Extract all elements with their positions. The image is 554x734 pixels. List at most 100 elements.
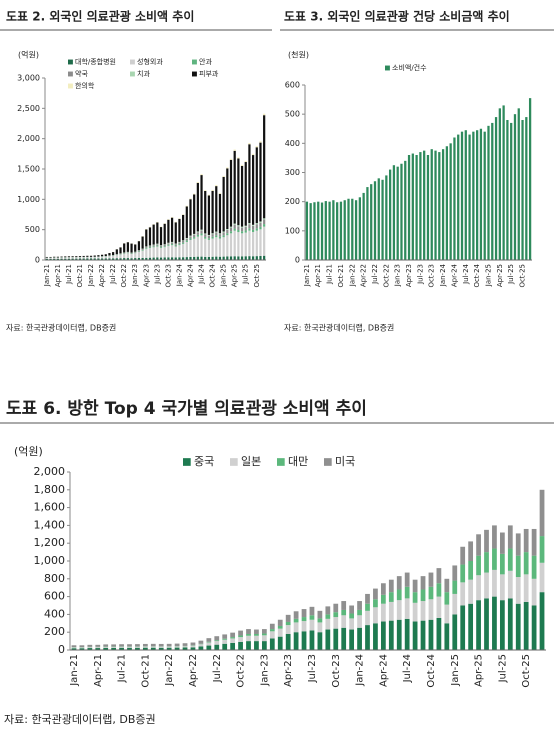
bar: [229, 233, 233, 257]
y-tick-label: 200: [285, 197, 300, 206]
y-tick-label: 1,000: [34, 554, 66, 567]
bar: [198, 644, 204, 647]
bar: [309, 615, 315, 620]
bar: [244, 256, 247, 260]
bar: [285, 625, 291, 634]
bar: [285, 621, 291, 626]
bar: [108, 256, 111, 259]
y-unit: (억원): [18, 50, 39, 60]
x-tick-label: Apr-23: [283, 654, 294, 687]
bar: [317, 622, 323, 633]
bar: [362, 192, 365, 260]
bar: [93, 255, 96, 257]
bar: [373, 181, 377, 260]
bar: [167, 244, 170, 246]
bar: [170, 244, 174, 246]
bar: [332, 200, 335, 260]
bar: [309, 203, 312, 260]
bar: [104, 258, 107, 260]
bar: [152, 245, 155, 247]
bar: [152, 246, 155, 248]
bar: [60, 256, 63, 258]
bar: [229, 231, 233, 234]
bar: [218, 193, 222, 234]
y-tick-label: 600: [285, 81, 300, 90]
bar: [229, 227, 233, 232]
bar: [215, 231, 218, 233]
bar: [145, 247, 148, 249]
bar: [388, 579, 394, 593]
bar: [259, 226, 262, 230]
bar: [252, 229, 255, 232]
bar: [357, 601, 362, 610]
bar: [193, 193, 196, 195]
bar: [89, 257, 93, 259]
bar: [259, 142, 262, 222]
bar: [468, 603, 474, 650]
bar: [103, 644, 109, 647]
bar: [430, 149, 433, 260]
bar: [412, 592, 418, 603]
x-tick-label: Apr-22: [360, 264, 368, 287]
bar: [174, 647, 180, 650]
bar: [82, 258, 85, 260]
bar: [134, 252, 137, 254]
bar: [248, 256, 251, 260]
bar: [341, 601, 347, 610]
bar: [357, 609, 362, 616]
bar: [158, 646, 164, 648]
bar: [263, 255, 266, 260]
bar: [396, 600, 402, 620]
bar: [277, 619, 283, 626]
y-tick-label: 500: [285, 110, 300, 119]
bar: [539, 592, 545, 650]
bar: [365, 593, 370, 604]
bar: [167, 219, 170, 220]
x-tick-label: Apr-25: [231, 264, 239, 287]
bar: [484, 529, 489, 553]
y-tick-label: 0: [295, 256, 300, 265]
bar: [71, 648, 77, 650]
bar: [313, 202, 316, 260]
bar: [531, 528, 537, 556]
bar: [229, 159, 233, 227]
bar: [277, 636, 283, 650]
bar: [261, 641, 267, 650]
bar: [198, 640, 204, 644]
bar: [351, 198, 354, 260]
bar: [325, 618, 331, 630]
legend-swatch: [68, 71, 73, 77]
y-tick-label: 1,500: [17, 165, 40, 174]
bar: [246, 641, 251, 650]
bar: [521, 120, 524, 260]
bar: [328, 201, 331, 260]
bar: [237, 225, 240, 227]
bar: [196, 231, 199, 233]
x-tick-label: Apr-23: [142, 264, 150, 287]
bar: [484, 598, 489, 650]
bar: [71, 256, 74, 258]
bar: [64, 257, 67, 259]
bar: [252, 224, 255, 226]
bar: [166, 643, 172, 647]
y-tick-label: 400: [285, 139, 300, 148]
x-tick-label: Jan-22: [164, 654, 175, 687]
x-tick-label: Oct-24: [473, 263, 481, 287]
y-unit: (억원): [14, 445, 43, 458]
bar: [200, 230, 203, 234]
x-tick-label: Jul-22: [109, 264, 117, 285]
bar: [222, 235, 225, 238]
bar: [156, 243, 159, 245]
bar: [189, 239, 192, 257]
y-tick-label: 1,600: [34, 501, 66, 514]
bar: [123, 243, 126, 253]
bar: [214, 640, 220, 642]
bar: [325, 606, 331, 615]
y-tick-label: 300: [285, 168, 300, 177]
bar: [388, 592, 394, 602]
bar: [148, 227, 152, 246]
bar: [71, 258, 74, 260]
bar: [178, 241, 181, 243]
bar: [145, 257, 148, 260]
bar: [89, 258, 93, 260]
